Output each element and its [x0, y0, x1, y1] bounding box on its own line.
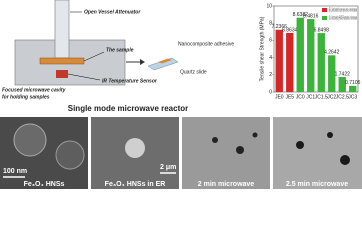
particle — [236, 146, 244, 154]
label: The sample — [106, 47, 134, 53]
value-label: 1.7422 — [335, 71, 351, 77]
arrow-head — [140, 59, 145, 65]
bar — [286, 32, 294, 92]
particle — [340, 155, 350, 165]
value-label: 6.8498 — [314, 27, 330, 33]
x-tick-label: JC2 — [327, 94, 336, 100]
pointer — [67, 73, 101, 81]
bar — [349, 85, 357, 92]
value-label: 7.2366 — [272, 24, 288, 30]
caption: Single mode microwave reactor — [68, 104, 189, 113]
scale-label: 2 μm — [160, 164, 176, 171]
label: Open Vessel Attenuator — [84, 9, 141, 15]
value-label: 8.4816 — [303, 13, 319, 19]
x-tick-label: JC2.5 — [336, 94, 349, 100]
cluster — [125, 138, 145, 158]
image-label: Fe₃O₄ HNSs — [24, 181, 65, 188]
y-tick-label: 8 — [269, 21, 272, 27]
y-tick-label: 10 — [266, 3, 272, 9]
y-tick-label: 2 — [269, 72, 272, 78]
particle — [252, 132, 258, 138]
image-label: Fe₃O₄ HNSs in ER — [105, 181, 166, 188]
label: Focused microwave cavity — [2, 87, 66, 93]
image — [182, 117, 270, 189]
image-label: 2 min microwave — [198, 181, 255, 188]
sample — [39, 57, 85, 65]
x-tick-label: JE5 — [285, 94, 294, 100]
image — [273, 117, 362, 189]
particle — [327, 132, 333, 138]
value-label: 0.7105 — [345, 80, 361, 86]
legend-label: JEx, Joints bonded by pure epoxy resin, … — [329, 7, 357, 13]
y-tick-label: 0 — [269, 89, 272, 95]
legend-swatch — [322, 16, 327, 20]
plot-frame — [273, 5, 359, 93]
x-tick-label: JE0 — [275, 94, 284, 100]
attenuator — [54, 0, 70, 59]
adhesive — [158, 58, 172, 64]
particle — [212, 137, 218, 143]
x-tick-label: JC1 — [306, 94, 315, 100]
figure: Open Vessel Attenuator The sample IR Tem… — [0, 0, 362, 189]
value-label: 4.2642 — [324, 50, 340, 56]
bar — [296, 17, 304, 92]
bar — [328, 55, 336, 92]
quartz-slide — [147, 57, 179, 71]
scale-label: 100 nm — [3, 168, 27, 175]
reactor-diagram: Open Vessel Attenuator The sample IR Tem… — [2, 0, 234, 113]
x-tick-label: JC1.5 — [315, 94, 328, 100]
x-tick-label: JC3 — [348, 94, 357, 100]
bar — [307, 19, 315, 92]
sensor — [56, 70, 68, 78]
y-axis-label: Tensile shear Strength (MPa) — [259, 16, 265, 81]
y-tick-label: 4 — [269, 55, 272, 61]
x-tick-label: JC0 — [296, 94, 305, 100]
legend-label: JCx, Joints bonded by Fe3O4-ER composite… — [329, 15, 357, 21]
label: Nanocomposite adhesive — [178, 41, 234, 47]
bar — [275, 29, 283, 92]
image-label: 2.5 min microwave — [286, 181, 348, 188]
y-tick-label: 6 — [269, 38, 272, 44]
value-label: 8.6382 — [293, 12, 309, 18]
bar-chart: Tensile shear Strength (MPa) 0 2 4 6 8 10 JE0 7.… — [259, 3, 360, 100]
label: for holding samples — [2, 94, 50, 100]
particle — [296, 141, 304, 149]
legend-swatch — [322, 8, 327, 12]
label: IR Temperature Sensor — [102, 78, 158, 84]
sem-images: 100 nm 2 μm Fe₃O₄ HNSs Fe₃O₄ HNSs in ER … — [0, 117, 362, 189]
bar — [317, 33, 325, 92]
sphere — [55, 140, 85, 170]
label: Quartz slide — [180, 69, 207, 75]
pointer — [83, 51, 105, 62]
bar — [338, 77, 346, 92]
value-label: 6.8634 — [282, 27, 298, 33]
sphere — [13, 123, 47, 157]
